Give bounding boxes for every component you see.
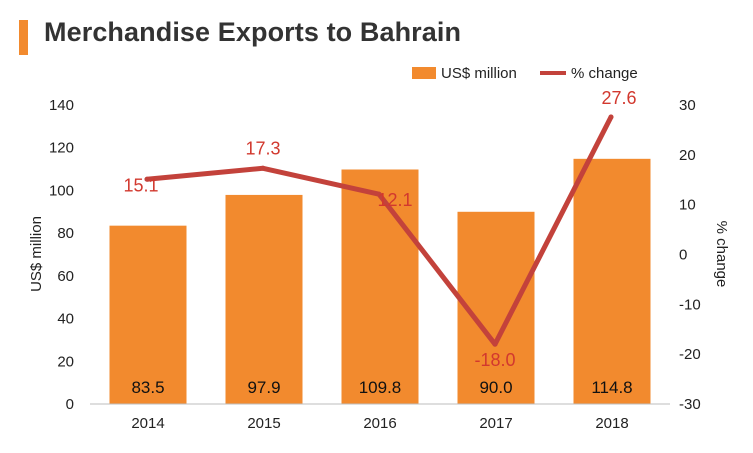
x-tick-label: 2018 [595, 415, 628, 432]
legend: US$ million % change [412, 65, 638, 82]
line-layer [144, 114, 614, 347]
y-axis-title: US$ million [28, 216, 45, 292]
pct-change-label: 17.3 [245, 138, 280, 158]
right-tick-label: 20 [679, 147, 696, 164]
x-tick-label: 2014 [131, 415, 164, 432]
left-tick-label: 140 [49, 97, 74, 114]
left-tick-label: 0 [66, 396, 74, 413]
x-tick-label: 2015 [247, 415, 280, 432]
y2-axis-title: % change [713, 221, 730, 288]
pct-change-point [492, 341, 498, 347]
bar-labels: 83.5 97.9 109.8 90.0 114.8 [131, 378, 632, 397]
right-tick-label: -30 [679, 396, 701, 413]
pct-change-point [376, 191, 382, 197]
right-tick-label: 30 [679, 97, 696, 114]
legend-label-line: % change [571, 65, 638, 82]
right-axis-ticks: -30 -20 -10 0 10 20 30 [679, 97, 701, 413]
pct-change-label: 27.6 [601, 88, 636, 108]
legend-label-bars: US$ million [441, 65, 517, 82]
legend-swatch-bars [412, 67, 436, 79]
left-tick-label: 100 [49, 182, 74, 199]
bar-2017 [457, 211, 535, 404]
bar-value-label: 109.8 [359, 378, 402, 397]
bar-2015 [225, 194, 303, 404]
x-axis-ticks: 2014 2015 2016 2017 2018 [131, 415, 628, 432]
x-tick-label: 2016 [363, 415, 396, 432]
bar-value-label: 90.0 [479, 378, 512, 397]
left-axis-ticks: 0 20 40 60 80 100 120 140 [49, 97, 74, 413]
left-tick-label: 40 [57, 311, 74, 328]
left-tick-label: 60 [57, 268, 74, 285]
pct-labels: 15.1 17.3 12.1 -18.0 27.6 [123, 88, 636, 370]
left-tick-label: 120 [49, 140, 74, 157]
bar-2014 [109, 225, 187, 404]
bar-2018 [573, 158, 651, 404]
bar-2016 [341, 169, 419, 404]
bar-value-label: 97.9 [247, 378, 280, 397]
bar-value-label: 83.5 [131, 378, 164, 397]
chart-title: Merchandise Exports to Bahrain [44, 17, 462, 47]
right-tick-label: -20 [679, 346, 701, 363]
bar-value-label: 114.8 [591, 378, 632, 397]
right-tick-label: 10 [679, 197, 696, 214]
title-accent-bar [19, 20, 28, 55]
right-tick-label: 0 [679, 247, 687, 264]
pct-change-point [144, 176, 150, 182]
pct-change-label: -18.0 [474, 350, 515, 370]
pct-change-point [608, 114, 614, 120]
x-tick-label: 2017 [479, 415, 512, 432]
pct-change-label: 15.1 [123, 175, 158, 195]
pct-change-label: 12.1 [377, 190, 412, 210]
left-tick-label: 20 [57, 353, 74, 370]
pct-change-point [260, 165, 266, 171]
left-tick-label: 80 [57, 225, 74, 242]
bars [109, 158, 651, 404]
right-tick-label: -10 [679, 296, 701, 313]
